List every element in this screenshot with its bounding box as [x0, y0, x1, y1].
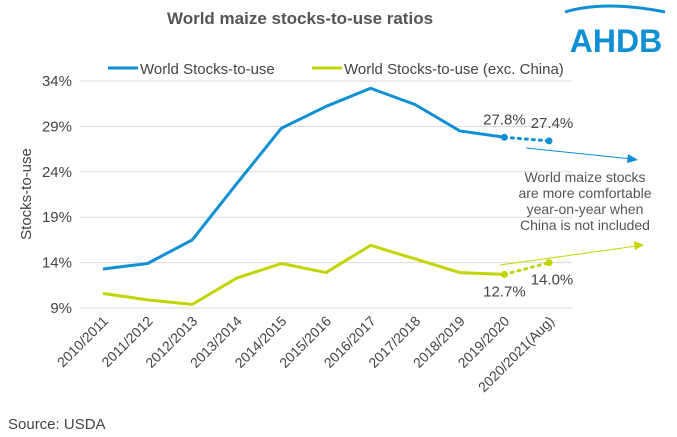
annotation-line-4: China is not included	[520, 217, 650, 233]
annotation: World maize stocks are more comfortable …	[499, 147, 652, 266]
series-line-0	[102, 86, 505, 271]
y-axis-label: Stocks-to-use	[18, 148, 35, 240]
data-point-1	[500, 270, 508, 278]
source-note: Source: USDA	[8, 416, 106, 433]
y-tick-label: 14%	[42, 255, 72, 272]
annotation-line-3: year-on-year when	[527, 201, 644, 217]
forecast-line-0	[502, 135, 551, 143]
y-tick-label: 19%	[42, 209, 72, 226]
x-tick-label: 2020/2021(Aug)	[475, 313, 557, 395]
data-point-1	[545, 259, 553, 267]
y-tick-label: 29%	[42, 118, 72, 135]
y-tick-label: 9%	[50, 300, 72, 317]
legend-label-world: World Stocks-to-use	[140, 61, 275, 78]
data-label: 14.0%	[531, 272, 574, 289]
data-label: 12.7%	[483, 283, 526, 300]
chart-title: World maize stocks-to-use ratios	[167, 9, 433, 28]
legend: World Stocks-to-use World Stocks-to-use …	[108, 61, 564, 78]
annotation-line-2: are more comfortable	[518, 185, 651, 201]
series-line-1	[102, 243, 505, 306]
legend-label-exc-china: World Stocks-to-use (exc. China)	[344, 61, 564, 78]
data-label: 27.4%	[531, 115, 574, 132]
arrow-down-icon	[627, 154, 638, 163]
arrow-up-icon	[634, 241, 644, 250]
data-point-0	[500, 133, 508, 141]
data-point-0	[545, 137, 553, 145]
logo-text: AHDB	[570, 23, 662, 59]
y-tick-label: 24%	[42, 164, 72, 181]
y-tick-label: 34%	[42, 73, 72, 90]
ahdb-logo: AHDB	[564, 4, 666, 59]
forecast-line-1	[502, 261, 551, 276]
annotation-line-1: World maize stocks	[524, 169, 645, 185]
data-label: 27.8%	[483, 111, 526, 128]
